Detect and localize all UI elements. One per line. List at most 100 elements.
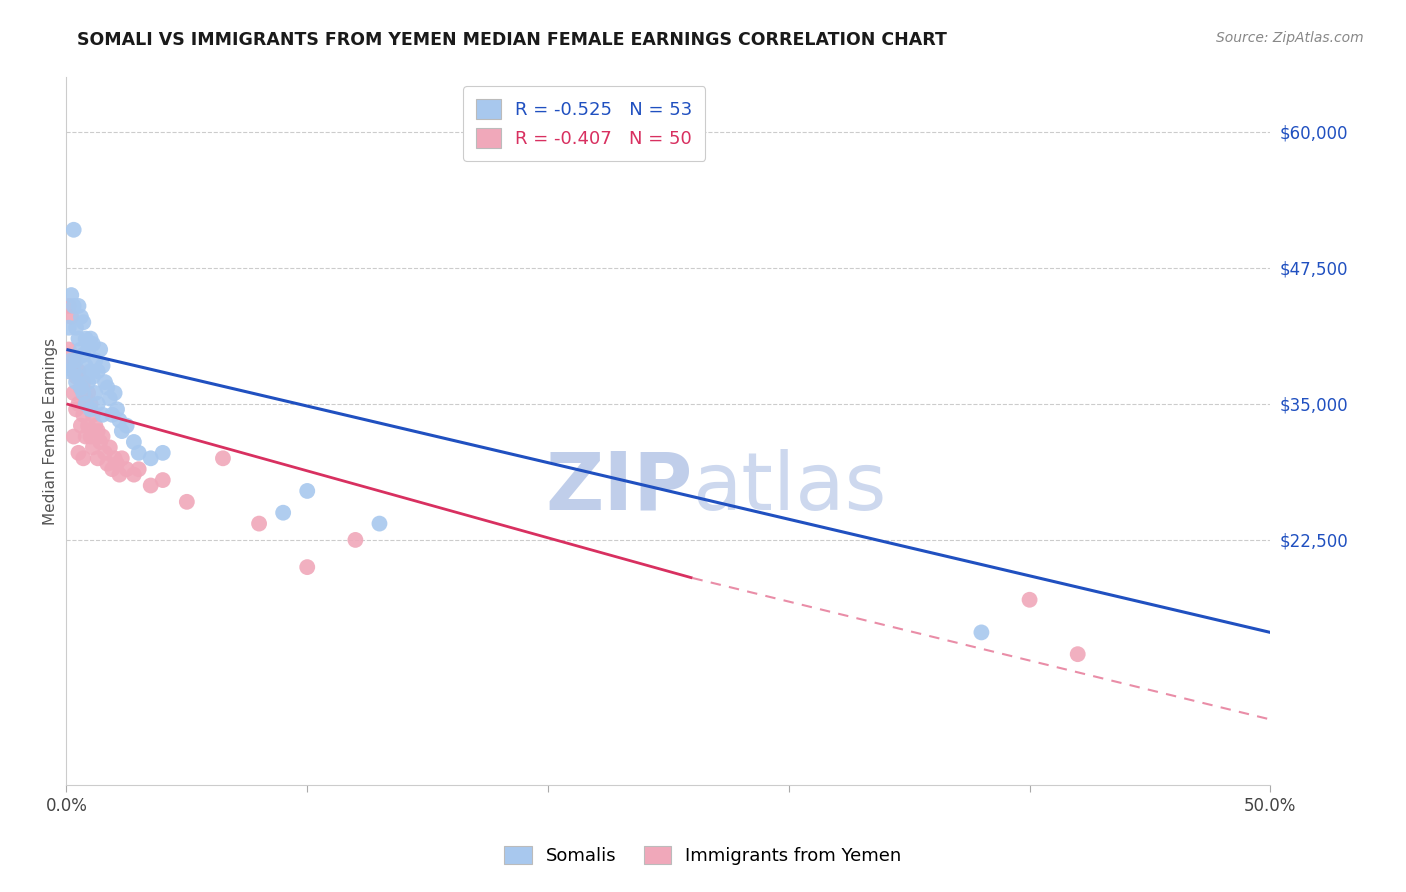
Point — [212, 451, 235, 466]
Point — [60, 288, 83, 302]
Point — [67, 397, 90, 411]
Point — [58, 299, 80, 313]
Point — [65, 353, 87, 368]
Point — [82, 369, 104, 384]
Point — [72, 386, 94, 401]
Point — [1067, 647, 1090, 661]
Point — [79, 364, 101, 378]
Point — [67, 364, 90, 378]
Point — [96, 380, 118, 394]
Point — [77, 386, 100, 401]
Point — [70, 343, 93, 357]
Point — [65, 369, 87, 384]
Point — [115, 418, 138, 433]
Point — [91, 359, 114, 373]
Point — [96, 457, 118, 471]
Point — [84, 353, 107, 368]
Point — [122, 434, 145, 449]
Point — [70, 310, 93, 324]
Point — [122, 467, 145, 482]
Point — [84, 418, 107, 433]
Point — [77, 375, 100, 389]
Point — [82, 337, 104, 351]
Point — [98, 392, 121, 406]
Point — [72, 315, 94, 329]
Point — [297, 483, 319, 498]
Point — [65, 375, 87, 389]
Point — [368, 516, 391, 531]
Point — [60, 310, 83, 324]
Point — [58, 364, 80, 378]
Point — [94, 446, 117, 460]
Point — [62, 299, 84, 313]
Point — [77, 343, 100, 357]
Point — [176, 495, 198, 509]
Point — [75, 332, 97, 346]
Point — [65, 320, 87, 334]
Point — [91, 408, 114, 422]
Legend: Somalis, Immigrants from Yemen: Somalis, Immigrants from Yemen — [498, 838, 908, 872]
Point — [128, 446, 150, 460]
Point — [108, 413, 131, 427]
Point — [1018, 592, 1040, 607]
Point — [111, 424, 134, 438]
Point — [82, 441, 104, 455]
Text: ZIP: ZIP — [546, 449, 693, 526]
Point — [79, 332, 101, 346]
Point — [87, 451, 110, 466]
Point — [271, 506, 294, 520]
Point — [67, 299, 90, 313]
Point — [104, 451, 127, 466]
Point — [67, 446, 90, 460]
Point — [84, 386, 107, 401]
Point — [139, 451, 162, 466]
Point — [62, 386, 84, 401]
Point — [247, 516, 270, 531]
Point — [62, 223, 84, 237]
Point — [75, 429, 97, 443]
Point — [105, 402, 128, 417]
Point — [101, 408, 124, 422]
Point — [72, 451, 94, 466]
Point — [344, 533, 367, 547]
Point — [75, 392, 97, 406]
Point — [89, 343, 111, 357]
Point — [58, 343, 80, 357]
Y-axis label: Median Female Earnings: Median Female Earnings — [44, 337, 58, 524]
Point — [111, 451, 134, 466]
Point — [72, 348, 94, 362]
Point — [79, 429, 101, 443]
Point — [58, 320, 80, 334]
Point — [67, 332, 90, 346]
Point — [77, 418, 100, 433]
Point — [79, 402, 101, 417]
Point — [70, 380, 93, 394]
Point — [105, 457, 128, 471]
Point — [115, 462, 138, 476]
Point — [87, 397, 110, 411]
Legend: R = -0.525   N = 53, R = -0.407   N = 50: R = -0.525 N = 53, R = -0.407 N = 50 — [463, 87, 706, 161]
Text: SOMALI VS IMMIGRANTS FROM YEMEN MEDIAN FEMALE EARNINGS CORRELATION CHART: SOMALI VS IMMIGRANTS FROM YEMEN MEDIAN F… — [77, 31, 948, 49]
Point — [72, 408, 94, 422]
Point — [60, 353, 83, 368]
Point — [101, 462, 124, 476]
Point — [152, 446, 174, 460]
Point — [89, 434, 111, 449]
Point — [91, 429, 114, 443]
Point — [152, 473, 174, 487]
Text: atlas: atlas — [693, 449, 887, 526]
Point — [75, 359, 97, 373]
Point — [104, 386, 127, 401]
Point — [72, 375, 94, 389]
Point — [139, 478, 162, 492]
Point — [98, 441, 121, 455]
Point — [65, 402, 87, 417]
Point — [70, 380, 93, 394]
Point — [62, 429, 84, 443]
Point — [60, 359, 83, 373]
Point — [67, 369, 90, 384]
Point — [75, 397, 97, 411]
Point — [94, 375, 117, 389]
Point — [82, 408, 104, 422]
Point — [62, 364, 84, 378]
